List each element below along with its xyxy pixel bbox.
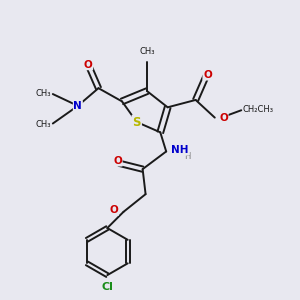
Text: NH: NH <box>172 145 189 155</box>
Text: O: O <box>84 60 92 70</box>
Text: CH₃: CH₃ <box>139 47 155 56</box>
Text: CH₃: CH₃ <box>36 120 51 129</box>
Text: CH₃: CH₃ <box>36 89 51 98</box>
Text: O: O <box>113 156 122 166</box>
Text: O: O <box>203 70 212 80</box>
Text: O: O <box>219 112 228 123</box>
Text: CH₂CH₃: CH₂CH₃ <box>243 105 274 114</box>
Text: S: S <box>133 116 141 128</box>
Text: O: O <box>110 206 118 215</box>
Text: N: N <box>74 101 82 111</box>
Text: H: H <box>184 152 190 161</box>
Text: Cl: Cl <box>101 282 113 292</box>
